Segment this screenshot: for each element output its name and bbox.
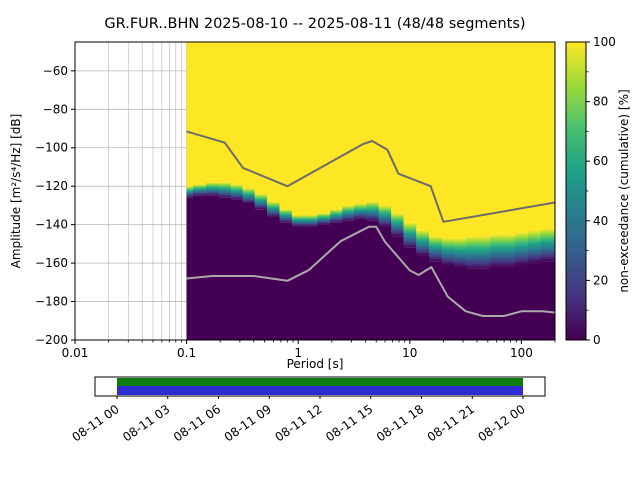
timeline-tick-label: 08-11 00 (69, 402, 121, 444)
timeline-tick-label: 08-12 00 (475, 402, 527, 444)
timeline-tick-label: 08-11 18 (374, 402, 426, 444)
svg-text:−120: −120 (35, 179, 68, 193)
timeline-tick-label: 08-11 15 (323, 402, 375, 444)
timeline-tick-label: 08-11 06 (171, 402, 223, 444)
svg-text:60: 60 (593, 154, 608, 168)
colorbar: 0 20 40 60 80 100 (565, 35, 616, 347)
svg-text:−180: −180 (35, 295, 68, 309)
noise-model-high-line (186, 130, 555, 223)
y-axis: −60 −80 −100 −120 −140 −160 −180 −200 (35, 64, 75, 347)
noise-model-low-line (186, 225, 555, 317)
svg-text:40: 40 (593, 214, 608, 228)
svg-text:0: 0 (593, 333, 601, 347)
svg-text:80: 80 (593, 95, 608, 109)
svg-text:−80: −80 (43, 102, 68, 116)
chart-title: GR.FUR..BHN 2025-08-10 -- 2025-08-11 (48… (104, 16, 526, 32)
svg-text:100: 100 (510, 346, 533, 360)
svg-text:0.01: 0.01 (62, 346, 89, 360)
svg-text:20: 20 (593, 273, 608, 287)
x-axis: 0.01 0.1 1 10 100 (62, 340, 556, 360)
plot-border (74, 41, 556, 341)
svg-text:10: 10 (402, 346, 417, 360)
svg-text:−200: −200 (35, 333, 68, 347)
svg-text:−160: −160 (35, 256, 68, 270)
svg-text:−60: −60 (43, 64, 68, 78)
svg-text:100: 100 (593, 35, 616, 49)
svg-text:0.1: 0.1 (177, 346, 196, 360)
timeline-tick-label: 08-11 21 (425, 402, 477, 444)
timeline-coverage-blue (117, 386, 523, 395)
timeline-tick-label: 08-11 03 (120, 402, 172, 444)
timeline-tick-label: 08-11 09 (222, 402, 274, 444)
ppsd-heatmap (186, 42, 555, 340)
timeline-tick-label: 08-11 12 (272, 402, 324, 444)
x-axis-label: Period [s] (286, 357, 344, 371)
svg-text:1: 1 (294, 346, 302, 360)
svg-text:−100: −100 (35, 141, 68, 155)
svg-text:−140: −140 (35, 218, 68, 232)
timeline-coverage-green (117, 378, 523, 386)
